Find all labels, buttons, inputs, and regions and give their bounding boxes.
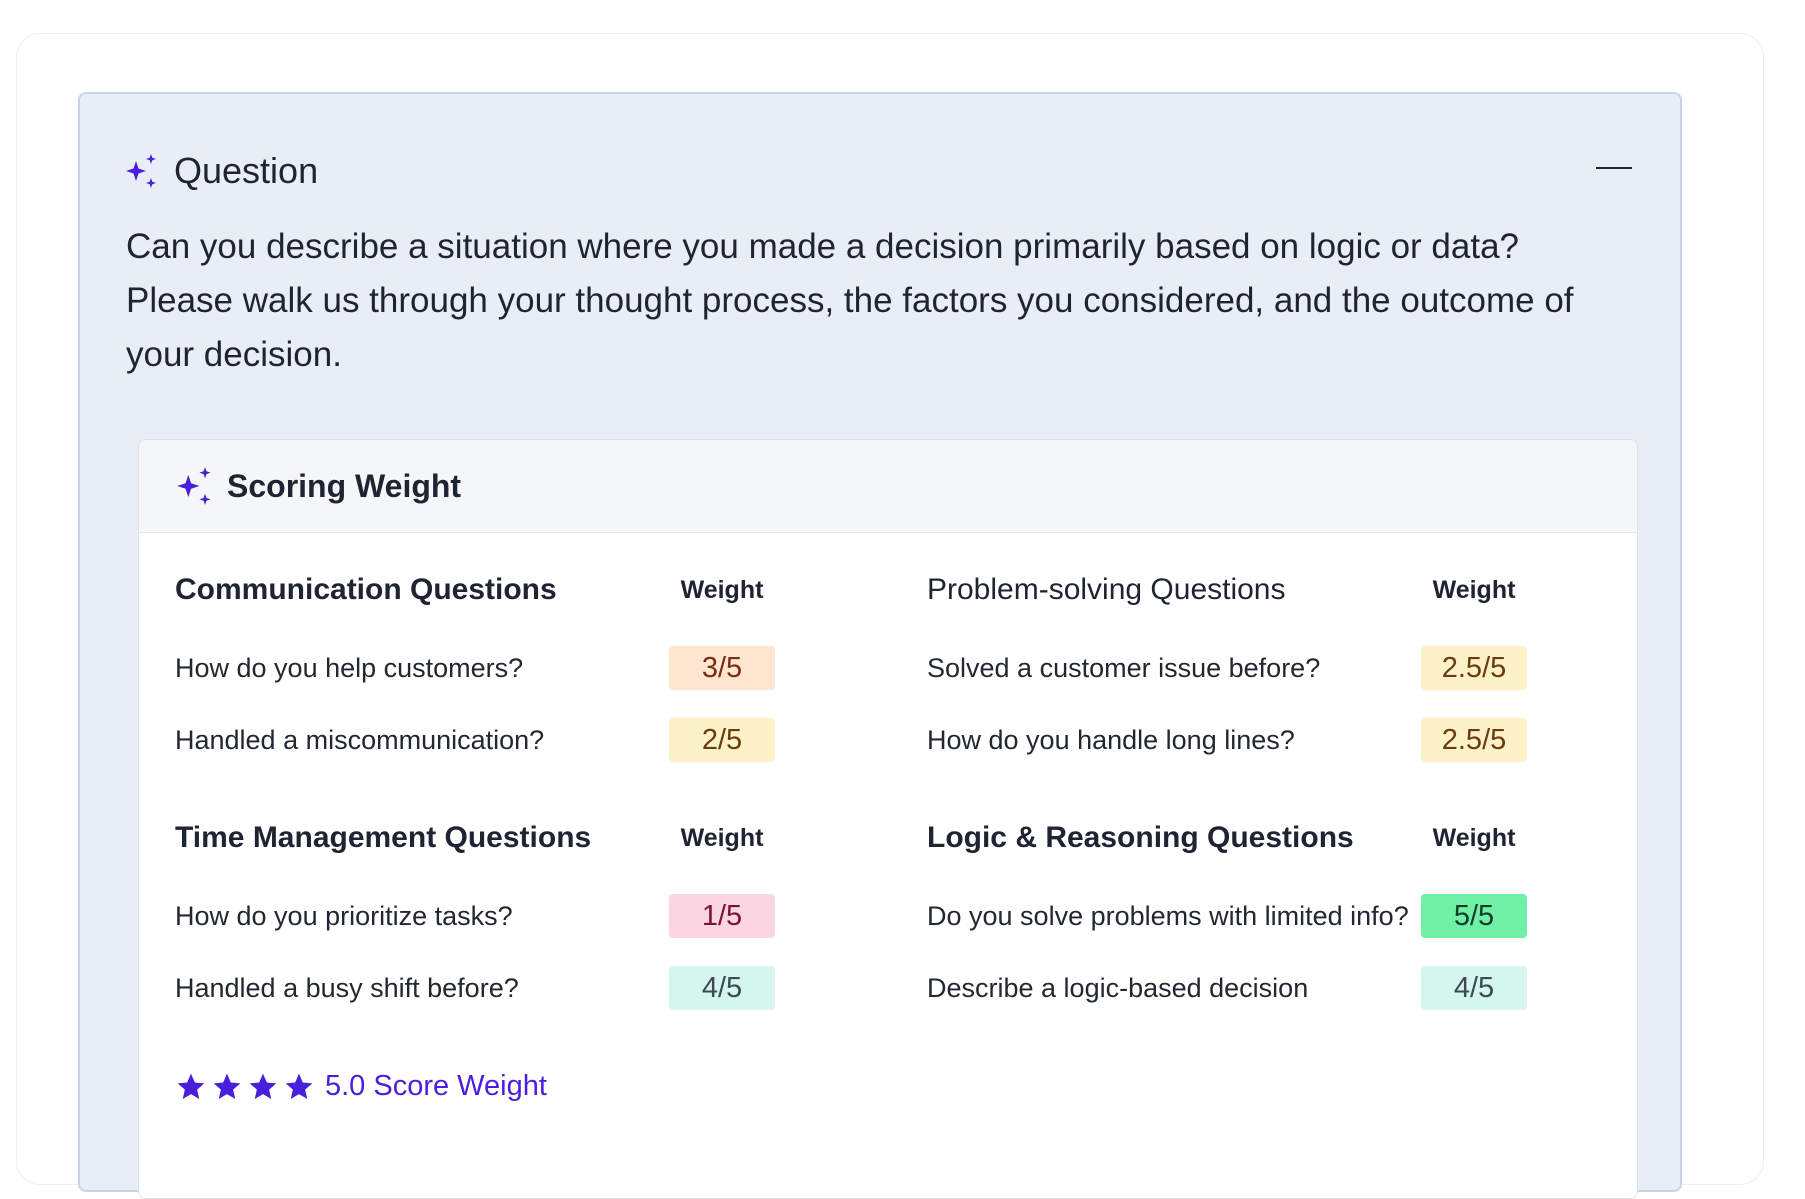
section-title: Problem-solving Questions [927,573,1286,606]
scoring-weight-card: Scoring Weight Communication Questions W… [138,439,1638,1199]
star-icon [177,1073,205,1099]
weight-badge: 2.5/5 [1421,646,1527,690]
question-header: Question [124,150,318,192]
question-panel: Question Can you describe a situation wh… [78,92,1682,1199]
question-row: Handled a busy shift before? 4/5 [175,952,775,1024]
section-title: Communication Questions [175,573,557,606]
weight-column-label: Weight [680,823,764,852]
section-head: Logic & Reasoning Questions Weight [927,810,1527,866]
row-label: Do you solve problems with limited info? [927,900,1409,931]
weight-column-label: Weight [1432,575,1516,604]
question-row: Handled a miscommunication? 2/5 [175,704,775,776]
question-text: Can you describe a situation where you m… [126,227,1574,374]
sparkle-icon [126,154,156,188]
section-title: Logic & Reasoning Questions [927,821,1354,854]
question-title: Question [174,150,319,191]
row-label: How do you help customers? [175,652,524,683]
row-label: How do you handle long lines? [927,724,1295,755]
scoring-header: Scoring Weight [139,440,1637,533]
scoring-title: Scoring Weight [227,467,462,504]
star-icon [285,1073,313,1099]
section-time-management: Time Management Questions Weight How do … [175,810,775,1024]
star-icon [249,1073,277,1099]
score-weight-text: 5.0 Score Weight [325,1070,547,1102]
weight-column-label: Weight [680,575,764,604]
row-label: Handled a busy shift before? [175,972,519,1003]
section-head: Communication Questions Weight [175,562,775,618]
score-weight-summary: 5.0 Score Weight [175,1070,547,1103]
question-row: Do you solve problems with limited info?… [927,880,1527,952]
collapse-button[interactable] [1596,152,1632,184]
row-label: Describe a logic-based decision [927,972,1309,1003]
section-communication: Communication Questions Weight How do yo… [175,562,775,776]
weight-badge: 4/5 [669,966,775,1010]
weight-badge: 3/5 [669,646,775,690]
section-head: Time Management Questions Weight [175,810,775,866]
section-problem-solving: Problem-solving Questions Weight Solved … [927,562,1527,776]
question-row: How do you handle long lines? 2.5/5 [927,704,1527,776]
question-row: Describe a logic-based decision 4/5 [927,952,1527,1024]
minus-icon [1596,167,1632,169]
question-row: Solved a customer issue before? 2.5/5 [927,632,1527,704]
row-label: Handled a miscommunication? [175,724,545,755]
row-label: How do you prioritize tasks? [175,900,513,931]
weight-badge: 4/5 [1421,966,1527,1010]
section-title: Time Management Questions [175,821,592,854]
section-logic-reasoning: Logic & Reasoning Questions Weight Do yo… [927,810,1527,1024]
weight-badge: 5/5 [1421,894,1527,938]
weight-badge: 1/5 [669,894,775,938]
weight-column-label: Weight [1432,823,1516,852]
question-row: How do you help customers? 3/5 [175,632,775,704]
sparkle-icon [177,467,211,505]
weight-badge: 2/5 [669,718,775,762]
weight-badge: 2.5/5 [1421,718,1527,762]
section-head: Problem-solving Questions Weight [927,562,1527,618]
row-label: Solved a customer issue before? [927,652,1321,683]
star-icon [213,1073,241,1099]
question-row: How do you prioritize tasks? 1/5 [175,880,775,952]
